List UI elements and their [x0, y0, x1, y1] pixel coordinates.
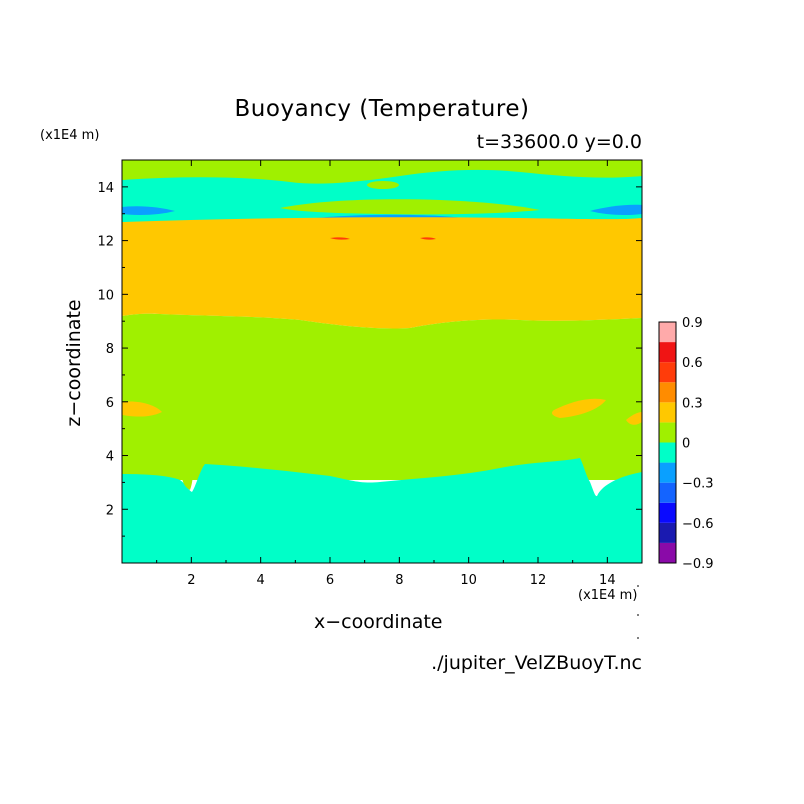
source-file-label: ./jupiter_VelZBuoyT.nc: [431, 652, 642, 674]
colorbar-swatch: [659, 442, 676, 463]
colorbar-swatch: [659, 382, 676, 403]
heatmap-field: [122, 160, 642, 563]
y-axis-ticks: 2 4 6 8 10 12 14: [97, 181, 642, 537]
colorbar-swatch: [659, 402, 676, 423]
colorbar-tick-label: 0.6: [682, 356, 703, 371]
x-tick-label: 10: [460, 573, 477, 588]
colorbar-tick-label: 0.3: [682, 396, 703, 411]
plot-frame: [121, 159, 643, 564]
colorbar-tick-label: 0: [682, 437, 690, 452]
region-hot-spot-1: [330, 237, 350, 240]
x-unit-label: (x1E4 m): [578, 588, 638, 603]
x-tick-label: 4: [257, 573, 265, 588]
colorbar-swatch: [659, 482, 676, 503]
x-tick-label: 2: [187, 573, 195, 588]
region-hot-spot-2: [420, 237, 436, 240]
colorbar-swatch: [659, 342, 676, 363]
region-warm-band: [122, 217, 642, 329]
colorbar-swatch: [659, 362, 676, 383]
y-tick-label: 14: [97, 181, 114, 196]
region-warm-patch-left: [122, 401, 162, 417]
colorbar-frame: [658, 321, 677, 564]
region-middle-layer: [122, 313, 642, 480]
y-tick-label: 6: [106, 396, 114, 411]
region-lower-layer: [122, 458, 642, 563]
region-small-green-island: [367, 181, 399, 189]
x-tick-label: 14: [599, 573, 616, 588]
y-tick-label: 12: [97, 235, 114, 250]
y-tick-label: 8: [106, 342, 114, 357]
y-tick-label: 10: [97, 288, 114, 303]
region-warm-patch-right: [552, 398, 606, 418]
colorbar-tick-label: −0.9: [682, 557, 714, 572]
x-tick-label: 8: [395, 573, 403, 588]
colorbar-tick-label: −0.3: [682, 477, 714, 492]
colorbar-swatch: [659, 522, 676, 543]
x-tick-label: 6: [326, 573, 334, 588]
colorbar-swatch: [659, 322, 676, 343]
x-axis-label: x−coordinate: [314, 611, 443, 633]
region-edge-streak-right: [590, 204, 642, 215]
y-unit-label: (x1E4 m): [40, 128, 100, 143]
colorbar-swatch: [659, 542, 676, 563]
colorbar-tick-label: 0.9: [682, 316, 703, 331]
x-tick-label: 12: [530, 573, 547, 588]
x-axis-ticks: 2 4 6 8 10 12 14: [156, 160, 616, 588]
region-upper-green-patch: [280, 199, 540, 215]
chart-title: Buoyancy (Temperature): [234, 96, 530, 122]
time-label: t=33600.0 y=0.0: [476, 131, 642, 153]
colorbar-tick-label: −0.6: [682, 517, 714, 532]
y-tick-label: 4: [106, 450, 114, 465]
region-edge-streak-left: [122, 206, 175, 215]
y-tick-label: 2: [106, 503, 114, 518]
colorbar-swatch: [659, 462, 676, 483]
colorbar-swatch: [659, 422, 676, 443]
region-warm-patch-edge: [626, 412, 642, 425]
colorbar-swatch: [659, 502, 676, 523]
region-lower-notch: [182, 460, 194, 490]
colorbar: 0.9 0.6 0.3 0 −0.3 −0.6 −0.9: [658, 316, 714, 572]
